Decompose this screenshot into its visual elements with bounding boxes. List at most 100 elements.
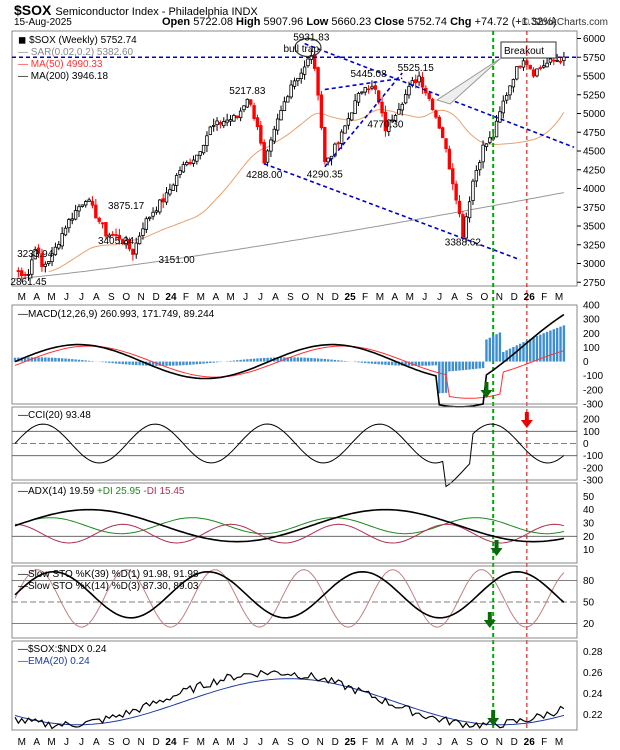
month-axis-label-top: J (258, 292, 263, 303)
stoch-tick-label: 50 (583, 598, 595, 609)
candle-body (137, 235, 142, 245)
candle-body (201, 144, 206, 154)
month-axis-label-top: O (301, 292, 309, 303)
macd-histogram-bar (316, 358, 320, 362)
price-tick-label: 5000 (583, 109, 606, 120)
macd-histogram-bar (195, 361, 199, 365)
candle-body (350, 112, 354, 121)
month-axis-label-bottom: J (79, 737, 84, 748)
price-tick-label: 4750 (583, 128, 606, 139)
macd-histogram-bar (44, 357, 47, 362)
macd-histogram-bar (37, 357, 40, 362)
candle-body (195, 154, 199, 162)
macd-histogram-bar (555, 327, 559, 362)
macd-histogram-bar (390, 361, 394, 366)
month-axis-label-top: S (108, 292, 115, 303)
candle-body (481, 144, 485, 163)
candle-body (360, 91, 364, 94)
macd-histogram-bar (337, 360, 340, 362)
candle-body (262, 142, 266, 164)
macd-buy-arrow (480, 382, 493, 398)
candle-body (319, 94, 324, 129)
macd-histogram-bar (165, 361, 168, 366)
month-axis-label-bottom: M (18, 737, 26, 748)
ema20-line (14, 678, 565, 726)
macd-histogram-bar (57, 358, 60, 362)
cci-tick-label: 100 (583, 427, 600, 438)
month-axis-label-top: M (376, 292, 384, 303)
macd-histogram-bar (47, 357, 50, 362)
candle-body (158, 199, 162, 213)
candle-body (20, 270, 24, 277)
macd-histogram-bar (175, 361, 178, 366)
macd-histogram-bar (407, 361, 411, 366)
candle-body (528, 65, 532, 70)
macd-histogram-bar (34, 357, 37, 362)
candle-body (467, 201, 472, 219)
macd-histogram-bar (74, 359, 77, 362)
macd-histogram-bar (535, 336, 539, 362)
candle-body (134, 242, 138, 255)
candle-body (50, 253, 54, 263)
trend-channel-line (304, 42, 575, 148)
candle-body (174, 175, 179, 186)
candle-body (302, 66, 307, 75)
macd-histogram-bar (552, 329, 555, 362)
candle-body (289, 84, 293, 98)
month-axis-label-bottom: F (541, 737, 547, 748)
macd-histogram-bar (539, 334, 542, 362)
candle-body (107, 234, 111, 238)
macd-histogram-bar (131, 361, 135, 365)
price-legend-entry: — MA(50) 4990.33 (18, 59, 103, 70)
stoch-legend-2: —Slow STO %K(14) %D(3) 87.30, 89.03 (18, 581, 199, 592)
breakout-callout-pointer (435, 57, 502, 105)
month-axis-label-top: O (122, 292, 130, 303)
candle-body (531, 69, 536, 77)
price-annotation: 3151.00 (159, 255, 196, 266)
macd-histogram-bar (330, 359, 333, 362)
macd-histogram-bar (256, 358, 259, 362)
adx-tick-label: 20 (583, 532, 595, 543)
candle-body (124, 240, 128, 246)
macd-histogram-bar (438, 361, 441, 394)
macd-histogram-bar (468, 361, 471, 370)
adx-tick-label: 10 (583, 545, 595, 556)
candle-body (36, 247, 41, 254)
month-axis-label-bottom: J (258, 737, 263, 748)
macd-histogram-bar (249, 358, 252, 362)
month-axis-label-bottom: J (64, 737, 69, 748)
candle-body (383, 111, 388, 132)
candle-body (370, 86, 374, 89)
candle-body (444, 138, 448, 150)
price-tick-label: 2750 (583, 278, 606, 289)
candle-body (259, 125, 263, 144)
macd-histogram-bar (192, 361, 195, 365)
month-axis-label-top: N (496, 292, 503, 303)
macd-histogram-bar (108, 361, 111, 363)
candle-body (225, 119, 229, 123)
candle-body (117, 234, 122, 240)
month-axis-label-top: A (33, 292, 40, 303)
macd-histogram-bar (168, 361, 172, 366)
macd-histogram-bar (60, 358, 64, 362)
candle-body (407, 85, 411, 96)
macd-histogram-bar (236, 360, 239, 362)
price-tick-label: 4250 (583, 165, 606, 176)
cci-sell-arrow (520, 412, 533, 428)
candle-body (57, 244, 61, 249)
macd-histogram-bar (417, 361, 421, 366)
macd-tick-label: -300 (583, 400, 603, 411)
month-axis-label-bottom: A (212, 737, 219, 748)
candle-body (215, 120, 219, 126)
stoch-legend-1: —Slow STO %K(39) %D(1) 91.98, 91.98 (18, 569, 199, 580)
candle-body (515, 66, 519, 80)
candle-body (498, 111, 502, 123)
macd-histogram-bar (421, 361, 424, 366)
macd-histogram-bar (488, 337, 492, 362)
candle-body (245, 98, 250, 108)
candle-body (90, 200, 95, 206)
candle-body (457, 200, 462, 215)
macd-histogram-bar (387, 361, 390, 366)
candle-body (333, 143, 337, 157)
month-axis-label-top: J (79, 292, 84, 303)
